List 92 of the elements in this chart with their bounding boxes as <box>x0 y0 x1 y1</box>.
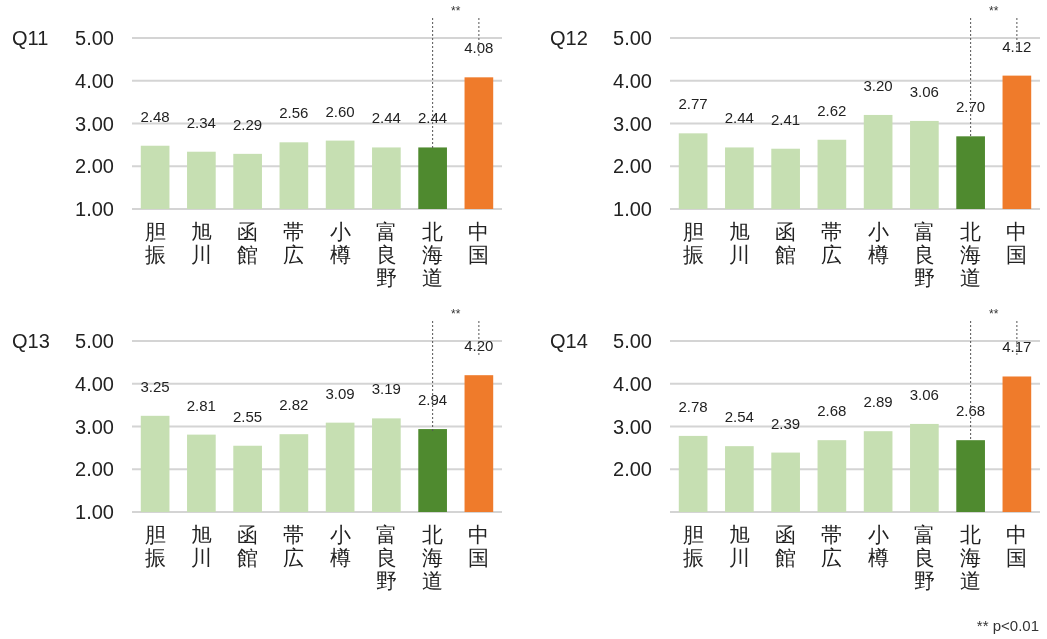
data-label: 2.68 <box>956 402 986 420</box>
x-tick-label: 函館 <box>237 220 259 266</box>
data-label: 2.70 <box>956 98 986 116</box>
y-tick-label: 3.00 <box>75 112 114 135</box>
x-tick-label: 帯広 <box>283 220 305 266</box>
data-label: 4.20 <box>464 337 494 355</box>
x-tick-label: 北海道 <box>960 523 982 592</box>
x-tick-label: 帯広 <box>821 523 843 569</box>
data-label: 2.55 <box>233 407 263 425</box>
x-tick-label: 小樽 <box>867 220 889 266</box>
data-label: 2.34 <box>186 113 216 131</box>
x-tick-label: 中国 <box>468 220 490 266</box>
data-label: 3.25 <box>140 377 170 395</box>
data-label: 4.17 <box>1002 338 1032 356</box>
y-tick-label: 2.00 <box>75 155 114 178</box>
x-tick-label: 函館 <box>237 523 259 569</box>
x-tick-label: 中国 <box>468 523 490 569</box>
x-tick-label: 富良野 <box>375 523 397 592</box>
data-label: 2.82 <box>279 396 309 414</box>
y-tick-label: 2.00 <box>613 458 652 481</box>
x-tick-label: 小樽 <box>329 523 351 569</box>
y-tick-label: 1.00 <box>75 198 114 220</box>
x-tick-label: 中国 <box>1006 523 1028 569</box>
x-tick-label: 中国 <box>1006 220 1028 266</box>
data-label: 2.56 <box>279 104 309 122</box>
data-label: 2.44 <box>371 109 401 127</box>
data-label: 3.06 <box>909 82 939 100</box>
chart-title: Q14 <box>550 330 588 352</box>
data-label: 2.77 <box>678 95 708 113</box>
x-tick-label: 旭川 <box>190 523 212 569</box>
y-tick-label: 3.00 <box>75 415 114 438</box>
text: ** p<0.01 <box>976 617 1039 634</box>
y-tick-label: 3.00 <box>613 112 652 135</box>
x-tick-label: 帯広 <box>821 220 843 266</box>
x-tick-label: 旭川 <box>190 220 212 266</box>
data-label: 2.68 <box>817 402 847 420</box>
data-label: 2.62 <box>817 101 847 119</box>
x-tick-label: 胆振 <box>144 220 166 266</box>
y-tick-label: 3.00 <box>613 415 652 438</box>
y-tick-label: 2.00 <box>613 155 652 178</box>
x-tick-label: 北海道 <box>422 523 444 592</box>
x-tick-label: 北海道 <box>422 220 444 289</box>
y-tick-label: 1.00 <box>613 198 652 220</box>
data-label: 2.44 <box>724 109 754 127</box>
text: ** <box>989 307 999 321</box>
x-tick-label: 富良野 <box>913 523 935 592</box>
y-tick-label: 4.00 <box>613 372 652 395</box>
x-tick-label: 胆振 <box>682 220 704 266</box>
data-label: 2.89 <box>863 393 893 411</box>
data-label: 4.08 <box>464 39 494 57</box>
y-tick-label: 2.00 <box>75 458 114 481</box>
y-tick-label: 5.00 <box>613 27 652 49</box>
y-tick-label: 5.00 <box>75 330 114 352</box>
x-tick-label: 旭川 <box>728 523 750 569</box>
data-label: 2.94 <box>418 391 448 409</box>
chart-title: Q11 <box>12 27 49 49</box>
data-label: 3.19 <box>371 380 401 398</box>
x-tick-label: 胆振 <box>682 523 704 569</box>
data-label: 2.60 <box>325 102 355 120</box>
y-tick-label: 4.00 <box>75 69 114 92</box>
x-tick-label: 函館 <box>775 220 797 266</box>
x-tick-label: 旭川 <box>728 220 750 266</box>
y-tick-label: 4.00 <box>75 372 114 395</box>
x-tick-label: 北海道 <box>960 220 982 289</box>
data-label: 2.81 <box>186 396 216 414</box>
data-label: 2.44 <box>418 109 448 127</box>
x-tick-label: 富良野 <box>913 220 935 289</box>
data-label: 3.06 <box>909 385 939 403</box>
y-tick-label: 5.00 <box>75 27 114 49</box>
data-label: 4.12 <box>1002 37 1032 55</box>
y-tick-label: 5.00 <box>613 330 652 352</box>
x-tick-label: 小樽 <box>867 523 889 569</box>
chart-title: Q12 <box>550 27 588 49</box>
x-tick-label: 胆振 <box>144 523 166 569</box>
data-label: 2.29 <box>233 115 263 133</box>
x-tick-label: 小樽 <box>329 220 351 266</box>
chart-title: Q13 <box>12 330 50 352</box>
text: ** <box>451 307 461 321</box>
text: ** <box>451 4 461 18</box>
data-label: 3.09 <box>325 384 355 402</box>
x-tick-label: 帯広 <box>283 523 305 569</box>
data-label: 3.20 <box>863 76 893 94</box>
y-tick-label: 4.00 <box>613 69 652 92</box>
y-tick-label: 1.00 <box>75 501 114 523</box>
data-label: 2.54 <box>724 408 754 426</box>
x-tick-label: 函館 <box>775 523 797 569</box>
data-label: 2.41 <box>771 110 801 128</box>
text: ** <box>989 4 999 18</box>
data-label: 2.78 <box>678 397 708 415</box>
data-label: 2.48 <box>140 107 170 125</box>
data-label: 2.39 <box>771 414 801 432</box>
x-tick-label: 富良野 <box>375 220 397 289</box>
